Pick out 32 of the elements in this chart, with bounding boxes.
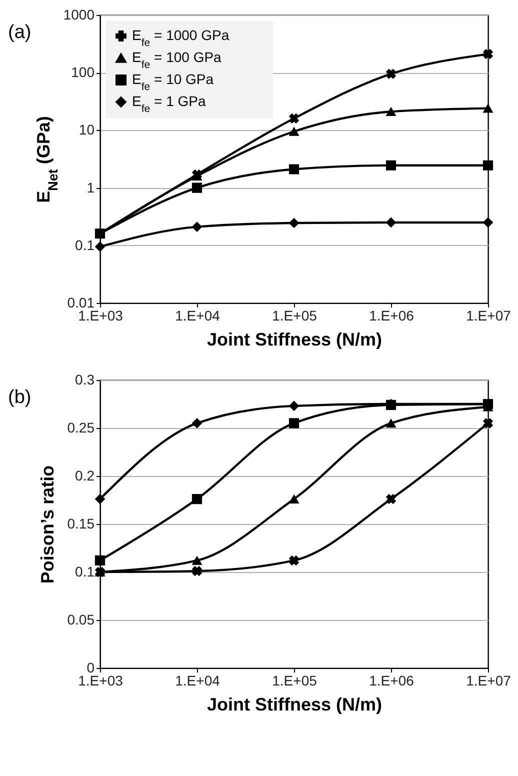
y-tick-label: 0 bbox=[86, 660, 95, 676]
y-tick-label: 0.25 bbox=[67, 420, 95, 436]
y-tick-label: 100 bbox=[71, 64, 95, 80]
x-tick-label: 1.E+06 bbox=[369, 672, 414, 688]
x-tick-label: 1.E+03 bbox=[78, 672, 124, 688]
text: (b) bbox=[8, 387, 32, 408]
legend-label: E$_{fe}$ = 10 GPa bbox=[132, 71, 214, 93]
y-tick-label: 0.2 bbox=[75, 468, 95, 484]
y-tick-label: 0.15 bbox=[67, 516, 95, 532]
x-tick-label: 1.E+05 bbox=[272, 308, 318, 324]
x-tick-label: 1.E+04 bbox=[175, 308, 220, 324]
y-tick-label: 0.1 bbox=[75, 236, 95, 253]
y-tick-label: 1000 bbox=[63, 6, 95, 22]
text: (a) bbox=[8, 22, 32, 43]
x-tick-label: 1.E+07 bbox=[466, 308, 512, 324]
x-tick-label: 1.E+03 bbox=[78, 308, 124, 324]
legend-label: E$_{fe}$ = 1000 GPa bbox=[132, 27, 230, 49]
x-tick-label: 1.E+07 bbox=[466, 672, 512, 688]
legend-label: E$_{fe}$ = 100 GPa bbox=[132, 49, 222, 71]
y-tick-label: 1 bbox=[86, 179, 95, 196]
legend-label: E$_{fe}$ = 1 GPa bbox=[132, 93, 206, 115]
x-tick-label: 1.E+05 bbox=[272, 672, 318, 688]
y-axis-title: Poison’s ratio bbox=[37, 465, 58, 584]
y-tick-label: 0.3 bbox=[75, 372, 95, 388]
y-tick-label: 0.01 bbox=[67, 294, 95, 310]
y-tick-label: 10 bbox=[78, 122, 95, 138]
x-axis-title: Joint Stiffness (N/m) bbox=[206, 330, 382, 350]
y-tick-label: 0.05 bbox=[67, 612, 95, 628]
x-tick-label: 1.E+06 bbox=[369, 308, 414, 324]
x-axis-title: Joint Stiffness (N/m) bbox=[206, 694, 382, 714]
x-tick-label: 1.E+04 bbox=[175, 672, 220, 688]
y-tick-label: 0.1 bbox=[75, 564, 95, 580]
